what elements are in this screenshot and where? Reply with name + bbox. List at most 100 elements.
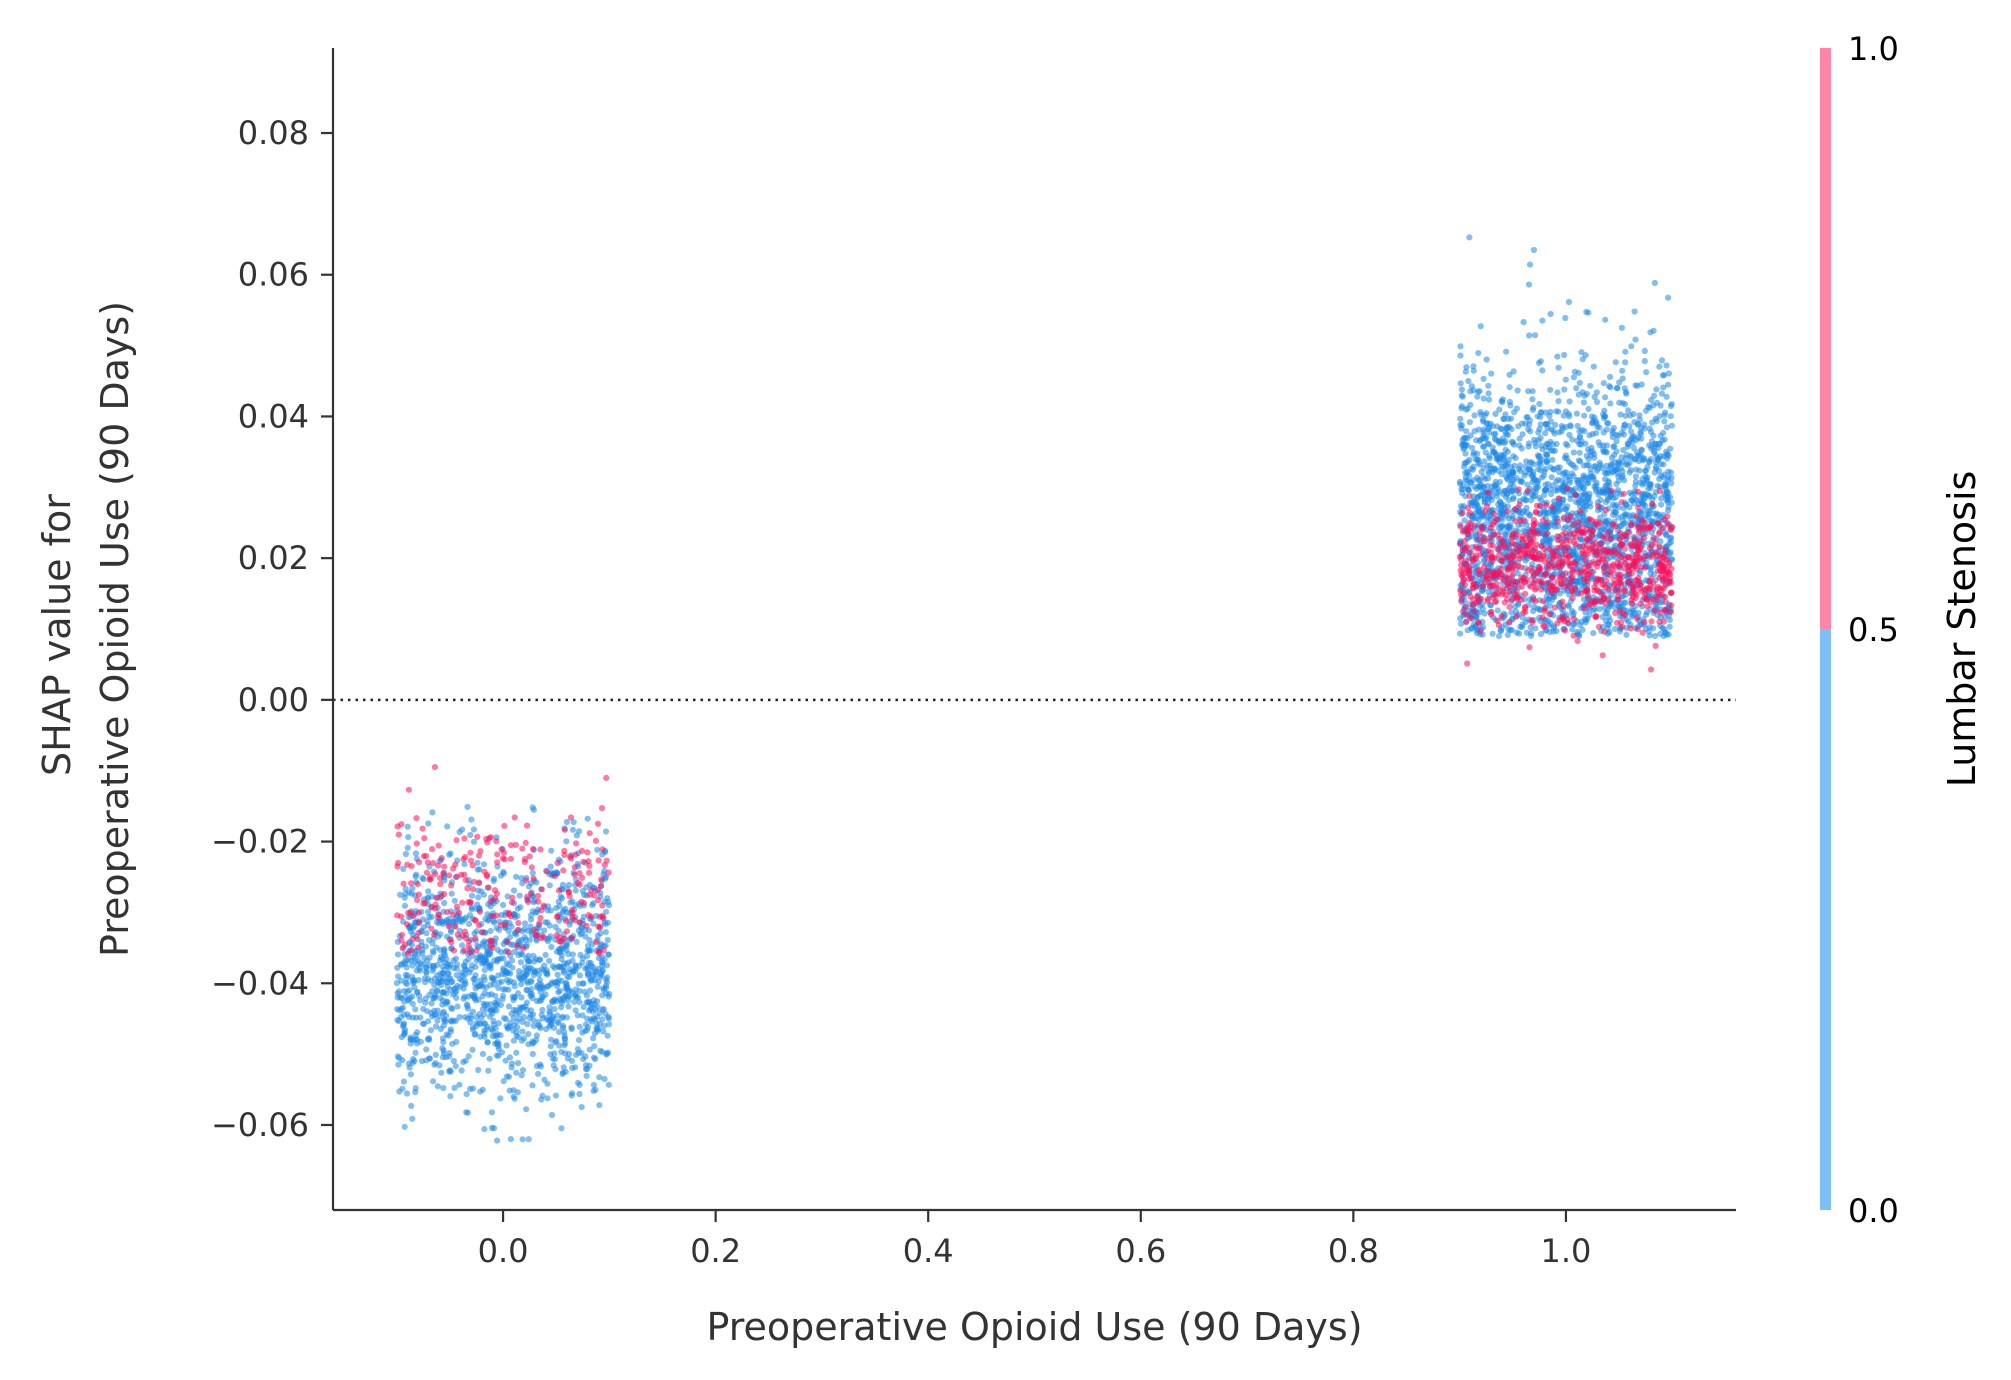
- scatter-point: [580, 1003, 587, 1011]
- scatter-point: [1606, 549, 1613, 556]
- scatter-point: [1613, 480, 1620, 488]
- scatter-point: [506, 1023, 513, 1030]
- scatter-point: [546, 882, 553, 889]
- scatter-point: [484, 871, 491, 879]
- scatter-point: [1661, 372, 1668, 379]
- scatter-point: [594, 846, 601, 853]
- scatter-point: [468, 816, 475, 823]
- scatter-point: [1488, 370, 1495, 377]
- scatter-point: [566, 1050, 573, 1058]
- scatter-point: [573, 938, 580, 946]
- scatter-point: [1541, 605, 1548, 613]
- scatter-point: [584, 942, 592, 950]
- scatter-point: [533, 1037, 540, 1044]
- scatter-point: [1581, 462, 1588, 469]
- scatter-point: [443, 1000, 450, 1007]
- scatter-point: [411, 984, 418, 991]
- y-axis-title-line-1: SHAP value for: [35, 494, 79, 776]
- scatter-point: [1634, 558, 1641, 565]
- scatter-point: [598, 941, 605, 948]
- scatter-point: [519, 1018, 526, 1025]
- scatter-point: [605, 1015, 612, 1022]
- scatter-point: [1476, 544, 1483, 551]
- scatter-point: [1602, 584, 1609, 591]
- scatter-point: [529, 1050, 536, 1058]
- scatter-point: [605, 1021, 613, 1028]
- scatter-point: [1569, 436, 1576, 443]
- scatter-point: [1628, 428, 1635, 435]
- scatter-point: [1488, 549, 1495, 556]
- scatter-point: [514, 1060, 522, 1067]
- scatter-point: [1618, 623, 1626, 631]
- scatter-point: [481, 1020, 488, 1027]
- scatter-point: [429, 846, 436, 853]
- scatter-point: [480, 891, 487, 898]
- scatter-point: [1467, 549, 1474, 556]
- scatter-point: [1578, 438, 1585, 445]
- scatter-point: [399, 1057, 406, 1064]
- scatter-point: [544, 1080, 551, 1087]
- y-tick-label: −0.06: [211, 1106, 309, 1144]
- scatter-point: [1551, 604, 1559, 611]
- scatter-point: [412, 1031, 419, 1038]
- scatter-point: [401, 902, 409, 909]
- scatter-point: [547, 1043, 554, 1050]
- scatter-point: [463, 1001, 470, 1008]
- x-axis-title: Preoperative Opioid Use (90 Days): [706, 1305, 1362, 1349]
- scatter-point: [401, 1028, 408, 1035]
- scatter-point: [452, 955, 460, 962]
- scatter-point: [1457, 480, 1464, 487]
- scatter-point: [510, 1015, 517, 1022]
- scatter-point: [1489, 469, 1496, 476]
- scatter-point: [1532, 439, 1539, 446]
- scatter-point: [453, 965, 460, 972]
- scatter-point: [474, 942, 481, 950]
- scatter-point: [441, 863, 448, 870]
- scatter-point: [1610, 468, 1617, 475]
- scatter-point: [459, 942, 466, 949]
- scatter-point: [574, 1012, 581, 1019]
- scatter-point: [538, 935, 545, 942]
- scatter-point: [1620, 505, 1627, 512]
- scatter-point: [474, 833, 481, 840]
- scatter-point: [454, 1003, 461, 1010]
- scatter-point: [1550, 466, 1557, 473]
- scatter-point: [1527, 511, 1534, 518]
- scatter-point: [488, 913, 496, 920]
- scatter-point: [580, 1056, 587, 1063]
- scatter-point: [535, 925, 542, 932]
- scatter-point: [433, 894, 440, 901]
- scatter-point: [563, 947, 570, 954]
- scatter-point: [527, 916, 535, 923]
- scatter-point: [1518, 445, 1525, 452]
- scatter-point: [398, 1034, 405, 1041]
- colorbar-tick-label: 0.5: [1848, 611, 1899, 649]
- scatter-point: [1587, 382, 1594, 389]
- scatter-point: [1470, 367, 1477, 374]
- scatter-point: [1512, 505, 1519, 513]
- scatter-point: [1568, 461, 1575, 468]
- x-axis-ticks: 0.0 0.2 0.4 0.6 0.8 1.0: [478, 1210, 1591, 1270]
- scatter-point: [462, 877, 469, 884]
- scatter-point: [505, 949, 512, 956]
- scatter-point: [555, 927, 562, 934]
- scatter-point: [586, 947, 593, 955]
- scatter-point: [568, 1025, 575, 1033]
- scatter-point: [400, 865, 407, 873]
- scatter-point: [1633, 513, 1640, 520]
- scatter-point: [1660, 625, 1668, 633]
- scatter-point: [407, 1071, 414, 1078]
- scatter-point: [576, 962, 583, 969]
- scatter-point: [420, 924, 427, 931]
- colorbar-title: Lumbar Stenosis: [1940, 471, 1984, 788]
- scatter-point: [1505, 626, 1512, 633]
- scatter-point: [1592, 463, 1599, 470]
- scatter-point: [511, 1095, 518, 1102]
- scatter-point: [487, 1001, 494, 1008]
- scatter-point: [569, 957, 576, 964]
- scatter-point: [1516, 435, 1523, 442]
- scatter-point: [1538, 586, 1545, 593]
- scatter-point: [395, 1017, 402, 1025]
- scatter-point: [1639, 481, 1646, 488]
- scatter-point: [1470, 584, 1477, 591]
